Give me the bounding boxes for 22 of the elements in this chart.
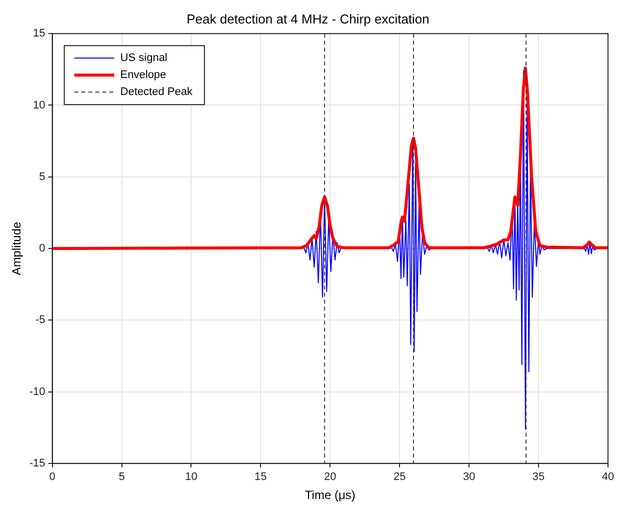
y-tick-label: 0	[39, 242, 46, 255]
x-tick-label: 40	[602, 471, 614, 484]
x-tick-label: 10	[185, 471, 198, 484]
y-tick-label: -15	[29, 457, 46, 470]
legend-label: US signal	[120, 52, 168, 64]
y-axis-title: Amplitude	[10, 222, 24, 276]
x-tick-label: 0	[49, 471, 56, 484]
y-tick-label: -10	[29, 386, 46, 398]
y-tick-label: -5	[36, 314, 46, 326]
y-tick-label: 5	[39, 170, 46, 183]
legend-label: Envelope	[120, 69, 166, 82]
x-tick-label: 5	[118, 471, 125, 484]
chart-title: Peak detection at 4 MHz - Chirp excitation	[186, 11, 430, 26]
legend-label: Detected Peak	[120, 86, 193, 98]
y-tick-label: 15	[33, 28, 46, 40]
x-tick-label: 35	[532, 471, 545, 484]
x-tick-label: 20	[324, 471, 336, 484]
x-tick-label: 30	[462, 471, 476, 484]
x-tick-label: 15	[254, 471, 267, 484]
x-tick-label: 25	[393, 471, 406, 484]
y-tick-label: 10	[33, 99, 46, 112]
x-axis-title: Time (μs)	[304, 488, 356, 502]
